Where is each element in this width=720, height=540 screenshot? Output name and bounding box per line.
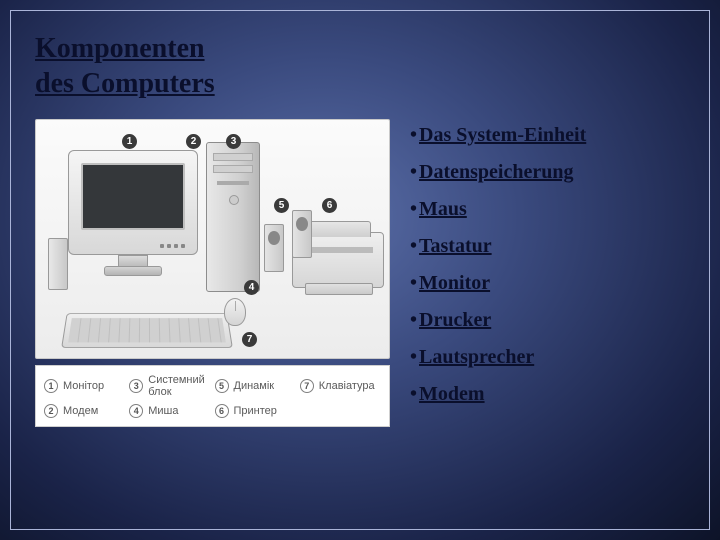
monitor-shape — [68, 150, 198, 255]
keyboard-shape — [61, 313, 233, 348]
link-mouse[interactable]: Maus — [419, 198, 467, 220]
badge-1: 1 — [122, 134, 137, 149]
link-monitor[interactable]: Monitor — [419, 272, 490, 294]
legend-label: Миша — [148, 405, 178, 417]
right-column: Das System-Einheit Datenspeicherung Maus… — [410, 111, 685, 427]
computer-illustration: 1 2 3 4 5 6 7 — [35, 119, 390, 359]
legend-badge: 3 — [129, 379, 143, 393]
monitor-base — [104, 266, 162, 276]
legend-badge: 4 — [129, 404, 143, 418]
link-system-unit[interactable]: Das System-Einheit — [419, 124, 586, 146]
legend-label: Принтер — [234, 405, 277, 417]
list-item: Tastatur — [410, 228, 685, 265]
tower-shape — [206, 142, 260, 292]
slide-title: Komponenten des Computers — [35, 31, 335, 101]
link-modem[interactable]: Modem — [419, 383, 485, 405]
link-storage[interactable]: Datenspeicherung — [419, 161, 573, 183]
title-line-2: des Computers — [35, 68, 215, 99]
badge-4: 4 — [244, 280, 259, 295]
legend-badge: 6 — [215, 404, 229, 418]
badge-5: 5 — [274, 198, 289, 213]
title-line-1: Komponenten — [35, 33, 205, 64]
content-row: 1 2 3 4 5 6 7 — [35, 111, 685, 427]
list-item: Drucker — [410, 302, 685, 339]
list-item: Maus — [410, 191, 685, 228]
left-column: 1 2 3 4 5 6 7 — [35, 111, 390, 427]
list-item: Das System-Einheit — [410, 117, 685, 154]
link-printer[interactable]: Drucker — [419, 309, 491, 331]
legend-item: 5 Динамік — [215, 374, 296, 398]
legend-badge: 2 — [44, 404, 58, 418]
badge-7: 7 — [242, 332, 257, 347]
legend-badge: 1 — [44, 379, 58, 393]
badge-2: 2 — [186, 134, 201, 149]
list-item: Lautsprecher — [410, 339, 685, 376]
legend-box: 1 Монітор 3 Системний блок 5 Динамік 7 К… — [35, 365, 390, 427]
legend-label: Динамік — [234, 380, 275, 392]
legend-badge: 5 — [215, 379, 229, 393]
list-item: Monitor — [410, 265, 685, 302]
speaker-left — [264, 224, 284, 272]
link-keyboard[interactable]: Tastatur — [419, 235, 492, 257]
legend-item: 2 Модем — [44, 404, 125, 418]
legend-label: Системний блок — [148, 374, 210, 398]
legend-label: Монітор — [63, 380, 104, 392]
link-speaker[interactable]: Lautsprecher — [419, 346, 534, 368]
legend-label: Клавіатура — [319, 380, 375, 392]
mouse-shape — [224, 298, 246, 326]
legend-item: 4 Миша — [129, 404, 210, 418]
modem-shape — [48, 238, 68, 290]
legend-label: Модем — [63, 405, 98, 417]
slide-frame: Komponenten des Computers 1 2 3 4 5 6 7 — [10, 10, 710, 530]
legend-item: 3 Системний блок — [129, 374, 210, 398]
component-link-list: Das System-Einheit Datenspeicherung Maus… — [410, 117, 685, 413]
legend-item: 1 Монітор — [44, 374, 125, 398]
legend-item: 6 Принтер — [215, 404, 296, 418]
legend-badge: 7 — [300, 379, 314, 393]
legend-item: 7 Клавіатура — [300, 374, 381, 398]
badge-6: 6 — [322, 198, 337, 213]
speaker-right — [292, 210, 312, 258]
list-item: Datenspeicherung — [410, 154, 685, 191]
badge-3: 3 — [226, 134, 241, 149]
list-item: Modem — [410, 376, 685, 413]
